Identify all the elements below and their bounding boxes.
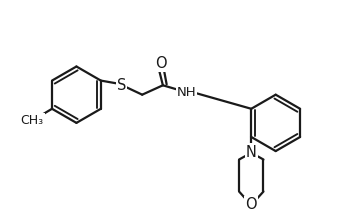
Text: NH: NH — [177, 86, 196, 99]
Text: O: O — [155, 56, 167, 71]
Text: CH₃: CH₃ — [21, 114, 44, 127]
Text: O: O — [245, 197, 257, 212]
Text: N: N — [246, 145, 257, 159]
Text: S: S — [117, 78, 126, 93]
